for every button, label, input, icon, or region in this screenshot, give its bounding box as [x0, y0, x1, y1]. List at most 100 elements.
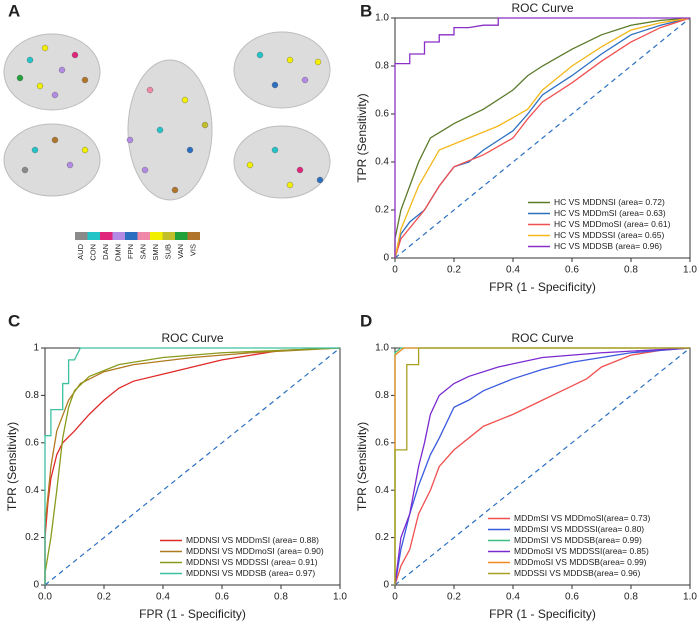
x-axis-label: FPR (1 - Specificity)	[139, 607, 246, 621]
x-tick-label: 0.4	[506, 265, 520, 276]
network-swatch	[112, 232, 125, 240]
network-swatch	[87, 232, 100, 240]
y-axis-label: TPR (Sensitivity)	[355, 422, 369, 511]
y-tick-label: 1	[33, 343, 39, 354]
network-swatch	[162, 232, 175, 240]
y-axis-label: TPR (Sensitivity)	[355, 93, 369, 182]
y-tick-label: 0.8	[25, 390, 39, 401]
y-tick-label: 0.6	[25, 437, 39, 448]
roc-curve	[394, 347, 691, 586]
roc-curve	[394, 17, 691, 258]
y-tick-label: 1.0	[375, 13, 389, 24]
chance-line	[394, 17, 691, 259]
y-tick-label: 0.8	[375, 61, 389, 72]
roc-curve	[394, 17, 691, 259]
y-tick-label: 0	[33, 580, 39, 591]
network-swatch	[75, 232, 88, 240]
legend-label: MDDNSI VS MDDSSI (area= 0.91)	[186, 557, 318, 567]
y-tick-label: 0.6	[375, 109, 389, 120]
network-label: DMN	[114, 244, 123, 261]
chance-line	[394, 347, 691, 586]
roc-curve	[394, 17, 691, 259]
network-swatch	[125, 232, 138, 240]
legend-label: HC VS MDDSB (area= 0.96)	[554, 241, 662, 251]
x-tick-label: 0	[392, 265, 398, 276]
brain-legend: AUD CON DAN DMN FPN SAN SMN SUB VAN VIS	[75, 232, 200, 261]
legend-label: MDDSSI VS MDDSB(area= 0.96)	[514, 568, 641, 578]
brain-lateral-right	[233, 31, 331, 109]
roc-curve	[394, 347, 690, 585]
x-tick-label: 0.8	[274, 592, 288, 603]
network-swatch	[150, 232, 163, 240]
y-tick-label: 0	[383, 253, 389, 264]
x-tick-label: 0.6	[565, 592, 579, 603]
roc-curve	[44, 347, 341, 585]
roc-curve	[394, 17, 691, 259]
y-tick-label: 0.6	[375, 437, 389, 448]
legend-label: HC VS MDDSSI (area= 0.65)	[554, 230, 664, 240]
legend-label: HC VS MDDmSI (area= 0.63)	[554, 208, 666, 218]
panel-label: A	[8, 1, 20, 20]
y-tick-label: 0	[383, 580, 389, 591]
x-tick-label: 0.2	[447, 592, 461, 603]
brain-images	[3, 31, 331, 201]
chart-title: ROC Curve	[511, 331, 573, 345]
legend-label: MDDmoSI VS MDDSSI(area= 0.85)	[514, 546, 649, 556]
legend-label: MDDmSI VS MDDmoSI(area= 0.73)	[514, 513, 650, 523]
chart-title: ROC Curve	[511, 1, 573, 15]
chart-title: ROC Curve	[161, 331, 223, 345]
y-tick-label: 1.0	[375, 343, 389, 354]
network-label: SMN	[151, 244, 160, 261]
brain-nodes	[16, 44, 324, 194]
panel-label: B	[360, 1, 372, 20]
roc-curve	[394, 347, 691, 586]
legend-label: MDDNSI VS MDDmoSI (area= 0.90)	[186, 546, 324, 556]
legend-label: HC VS MDDNSI (area= 0.72)	[554, 197, 665, 207]
x-tick-label: 1.0	[683, 265, 697, 276]
roc-curve	[44, 347, 340, 585]
roc-curve	[394, 347, 691, 586]
panel-label: C	[8, 311, 20, 330]
legend-label: MDDNSI VS MDDSB (area= 0.97)	[186, 568, 315, 578]
y-tick-label: 0.2	[25, 532, 39, 543]
network-swatch	[137, 232, 150, 240]
network-label: VAN	[176, 244, 185, 259]
network-swatch	[175, 232, 188, 240]
network-label: SAN	[139, 244, 148, 259]
x-tick-label: 1.0	[333, 592, 347, 603]
y-tick-label: 0.4	[375, 157, 389, 168]
brain-lateral-left	[3, 33, 101, 111]
legend-label: HC VS MDDmoSI (area= 0.61)	[554, 219, 671, 229]
y-tick-label: 0.2	[375, 532, 389, 543]
y-tick-label: 0.2	[375, 205, 389, 216]
x-tick-label: 0.4	[156, 592, 170, 603]
brain-medial-right	[233, 125, 331, 199]
network-label: AUD	[76, 243, 85, 259]
legend-label: MDDmSI VS MDDSB(area= 0.99)	[514, 535, 642, 545]
panel-label: D	[360, 311, 372, 330]
x-tick-label: 0.0	[38, 592, 52, 603]
legend-label: MDDmSI VS MDDSSI(area= 0.80)	[514, 524, 644, 534]
roc-curve	[44, 347, 341, 585]
x-axis-label: FPR (1 - Specificity)	[489, 280, 596, 294]
x-tick-label: 0.2	[97, 592, 111, 603]
x-tick-label: 0.4	[506, 592, 520, 603]
network-label: CON	[89, 244, 98, 261]
legend-label: MDDmoSI VS MDDSB(area= 0.99)	[514, 557, 647, 567]
network-label: SUB	[164, 244, 173, 259]
x-tick-label: 0.6	[565, 265, 579, 276]
x-axis-label: FPR (1 - Specificity)	[489, 607, 596, 621]
legend-label: MDDNSI VS MDDmSI (area= 0.88)	[186, 535, 319, 545]
roc-curve	[44, 347, 341, 585]
brain-medial-left	[3, 123, 101, 197]
x-tick-label: 0	[392, 592, 398, 603]
roc-curve	[394, 17, 690, 258]
chance-line	[44, 347, 341, 586]
x-tick-label: 0.6	[215, 592, 229, 603]
network-label: VIS	[189, 244, 198, 256]
x-tick-label: 1.0	[683, 592, 697, 603]
brain-top	[127, 59, 213, 201]
x-tick-label: 0.8	[624, 592, 638, 603]
y-tick-label: 0.8	[375, 390, 389, 401]
